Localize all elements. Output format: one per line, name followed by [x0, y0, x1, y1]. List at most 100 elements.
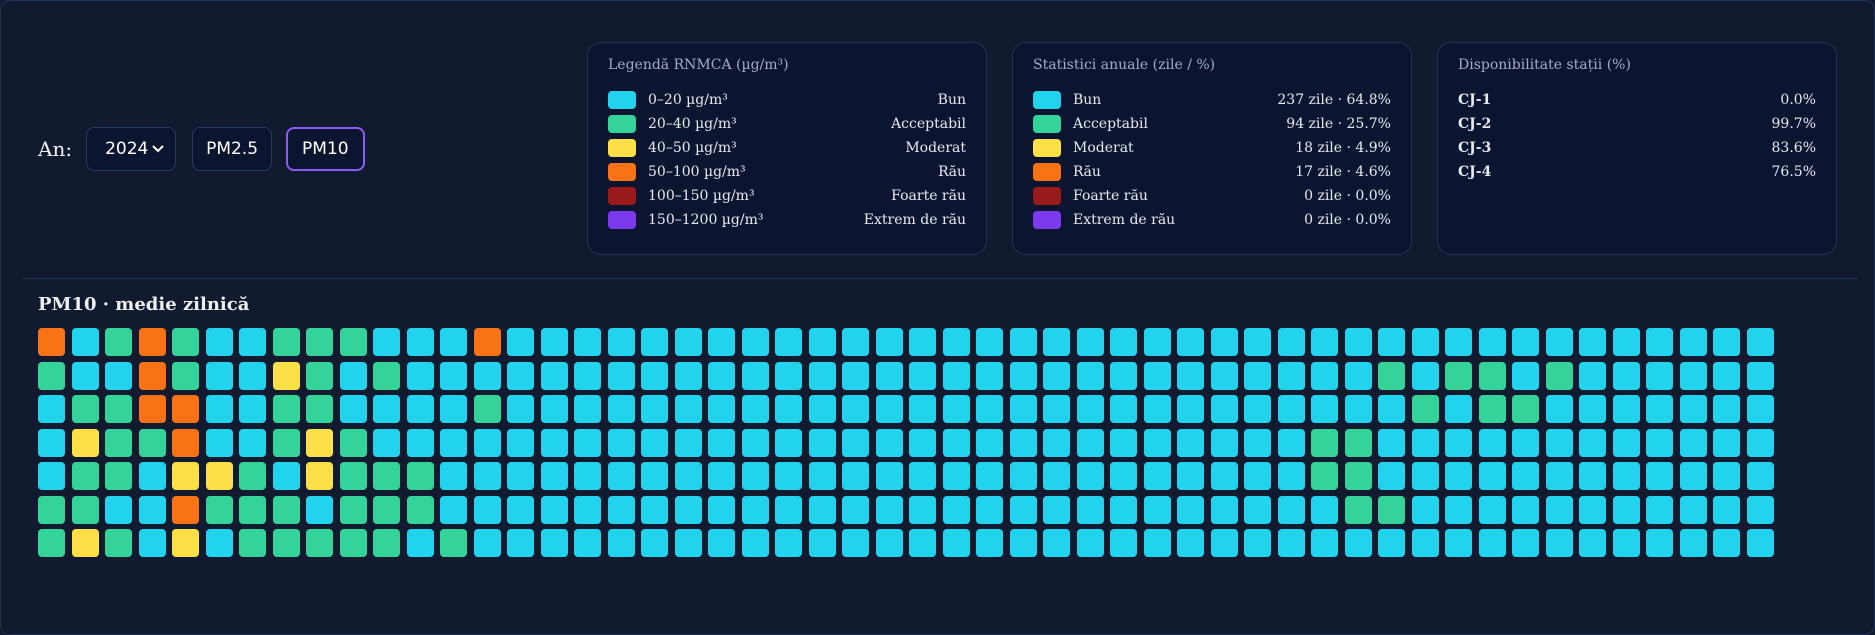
day-cell[interactable] — [1680, 496, 1707, 524]
day-cell[interactable] — [742, 429, 769, 457]
day-cell[interactable] — [1479, 395, 1506, 423]
day-cell[interactable] — [742, 362, 769, 390]
day-cell[interactable] — [742, 395, 769, 423]
day-cell[interactable] — [139, 529, 166, 557]
day-cell[interactable] — [708, 429, 735, 457]
day-cell[interactable] — [340, 496, 367, 524]
day-cell[interactable] — [641, 362, 668, 390]
day-cell[interactable] — [1412, 328, 1439, 356]
day-cell[interactable] — [340, 429, 367, 457]
day-cell[interactable] — [507, 429, 534, 457]
day-cell[interactable] — [675, 395, 702, 423]
day-cell[interactable] — [1613, 462, 1640, 490]
day-cell[interactable] — [206, 328, 233, 356]
day-cell[interactable] — [306, 429, 333, 457]
day-cell[interactable] — [440, 395, 467, 423]
day-cell[interactable] — [1579, 328, 1606, 356]
day-cell[interactable] — [440, 462, 467, 490]
day-cell[interactable] — [440, 496, 467, 524]
day-cell[interactable] — [105, 395, 132, 423]
day-cell[interactable] — [1043, 429, 1070, 457]
day-cell[interactable] — [72, 462, 99, 490]
day-cell[interactable] — [1177, 462, 1204, 490]
day-cell[interactable] — [1077, 529, 1104, 557]
day-cell[interactable] — [1613, 496, 1640, 524]
day-cell[interactable] — [1378, 529, 1405, 557]
day-cell[interactable] — [440, 529, 467, 557]
day-cell[interactable] — [1077, 362, 1104, 390]
day-cell[interactable] — [608, 496, 635, 524]
day-cell[interactable] — [608, 429, 635, 457]
day-cell[interactable] — [440, 362, 467, 390]
day-cell[interactable] — [1144, 429, 1171, 457]
day-cell[interactable] — [742, 496, 769, 524]
day-cell[interactable] — [809, 529, 836, 557]
day-cell[interactable] — [1512, 429, 1539, 457]
day-cell[interactable] — [1713, 496, 1740, 524]
day-cell[interactable] — [1378, 328, 1405, 356]
day-cell[interactable] — [608, 328, 635, 356]
day-cell[interactable] — [608, 395, 635, 423]
day-cell[interactable] — [1278, 462, 1305, 490]
day-cell[interactable] — [1345, 429, 1372, 457]
day-cell[interactable] — [775, 462, 802, 490]
day-cell[interactable] — [1144, 328, 1171, 356]
day-cell[interactable] — [943, 395, 970, 423]
day-cell[interactable] — [1177, 395, 1204, 423]
day-cell[interactable] — [1646, 328, 1673, 356]
day-cell[interactable] — [1479, 328, 1506, 356]
day-cell[interactable] — [474, 328, 501, 356]
day-cell[interactable] — [809, 328, 836, 356]
day-cell[interactable] — [842, 496, 869, 524]
day-cell[interactable] — [1043, 328, 1070, 356]
day-cell[interactable] — [943, 462, 970, 490]
day-cell[interactable] — [1077, 496, 1104, 524]
day-cell[interactable] — [1278, 395, 1305, 423]
day-cell[interactable] — [809, 395, 836, 423]
day-cell[interactable] — [1445, 429, 1472, 457]
day-cell[interactable] — [1211, 362, 1238, 390]
day-cell[interactable] — [1110, 429, 1137, 457]
day-cell[interactable] — [72, 395, 99, 423]
day-cell[interactable] — [909, 395, 936, 423]
day-cell[interactable] — [541, 462, 568, 490]
day-cell[interactable] — [306, 529, 333, 557]
day-cell[interactable] — [1512, 496, 1539, 524]
day-cell[interactable] — [1512, 395, 1539, 423]
day-cell[interactable] — [105, 462, 132, 490]
day-cell[interactable] — [943, 496, 970, 524]
day-cell[interactable] — [541, 328, 568, 356]
day-cell[interactable] — [1278, 496, 1305, 524]
day-cell[interactable] — [38, 529, 65, 557]
day-cell[interactable] — [1412, 462, 1439, 490]
day-cell[interactable] — [206, 496, 233, 524]
day-cell[interactable] — [407, 429, 434, 457]
day-cell[interactable] — [407, 328, 434, 356]
day-cell[interactable] — [340, 529, 367, 557]
day-cell[interactable] — [373, 496, 400, 524]
day-cell[interactable] — [574, 462, 601, 490]
day-cell[interactable] — [708, 395, 735, 423]
day-cell[interactable] — [1177, 429, 1204, 457]
day-cell[interactable] — [105, 529, 132, 557]
day-cell[interactable] — [72, 362, 99, 390]
day-cell[interactable] — [574, 328, 601, 356]
day-cell[interactable] — [373, 362, 400, 390]
day-cell[interactable] — [507, 395, 534, 423]
day-cell[interactable] — [1713, 395, 1740, 423]
day-cell[interactable] — [273, 429, 300, 457]
day-cell[interactable] — [139, 328, 166, 356]
day-cell[interactable] — [1311, 395, 1338, 423]
day-cell[interactable] — [239, 395, 266, 423]
day-cell[interactable] — [1680, 429, 1707, 457]
day-cell[interactable] — [1177, 328, 1204, 356]
day-cell[interactable] — [1412, 395, 1439, 423]
day-cell[interactable] — [273, 362, 300, 390]
day-cell[interactable] — [1311, 462, 1338, 490]
day-cell[interactable] — [976, 496, 1003, 524]
day-cell[interactable] — [976, 429, 1003, 457]
day-cell[interactable] — [373, 529, 400, 557]
day-cell[interactable] — [1713, 328, 1740, 356]
day-cell[interactable] — [1378, 362, 1405, 390]
day-cell[interactable] — [1043, 362, 1070, 390]
